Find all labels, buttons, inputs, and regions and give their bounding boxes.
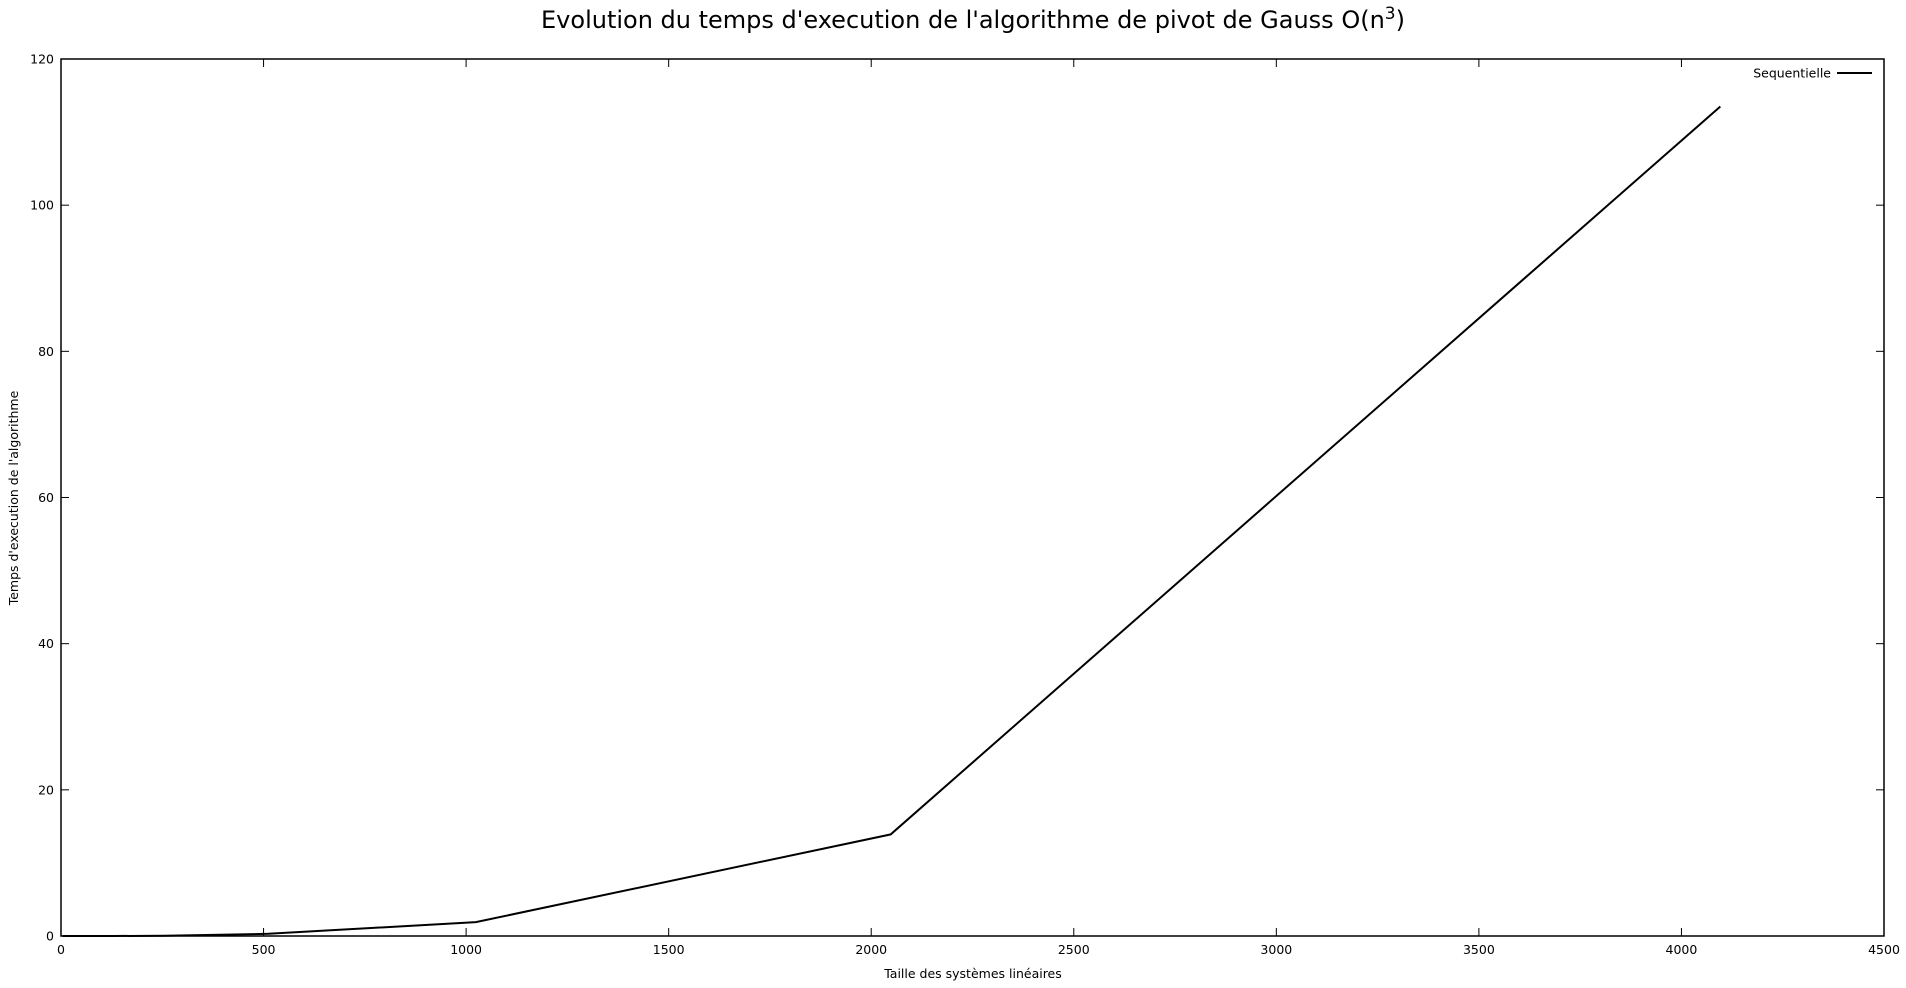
x-tick-label: 0 xyxy=(57,942,65,957)
legend-label: Sequentielle xyxy=(1753,66,1831,81)
x-tick-label: 3000 xyxy=(1260,942,1292,957)
y-tick-label: 80 xyxy=(38,344,54,359)
x-tick-label: 500 xyxy=(252,942,276,957)
chart-title-main: Evolution du temps d'execution de l'algo… xyxy=(541,6,1385,34)
x-tick-label: 1500 xyxy=(653,942,685,957)
chart-title-superscript: 3 xyxy=(1385,4,1396,24)
plot-area-frame xyxy=(60,58,1885,937)
x-tick-label: 4000 xyxy=(1666,942,1698,957)
chart-title-suffix: ) xyxy=(1396,6,1405,34)
x-axis-label: Taille des systèmes linéaires xyxy=(883,966,1062,981)
x-tick-label: 2500 xyxy=(1058,942,1090,957)
chart-title: Evolution du temps d'execution de l'algo… xyxy=(541,4,1405,34)
y-axis-label: Temps d'execution de l'algorithme xyxy=(6,390,21,606)
y-tick-label: 100 xyxy=(30,198,54,213)
y-tick-label: 120 xyxy=(30,52,54,67)
y-tick-label: 40 xyxy=(38,636,54,651)
x-tick-label: 4500 xyxy=(1868,942,1900,957)
y-tick-label: 0 xyxy=(46,929,54,944)
legend: Sequentielle xyxy=(1753,66,1872,81)
series-line-sequentielle xyxy=(62,105,1721,937)
axis-ticks: 0 500 1000 1500 2000 2500 3000 3500 4000 4500 0 20 4… xyxy=(30,52,1900,958)
x-tick-label: 3500 xyxy=(1463,942,1495,957)
y-tick-label: 60 xyxy=(38,490,54,505)
x-tick-label: 1000 xyxy=(450,942,482,957)
x-tick-label: 2000 xyxy=(855,942,887,957)
y-tick-label: 20 xyxy=(38,782,54,797)
series-layer xyxy=(62,105,1721,937)
